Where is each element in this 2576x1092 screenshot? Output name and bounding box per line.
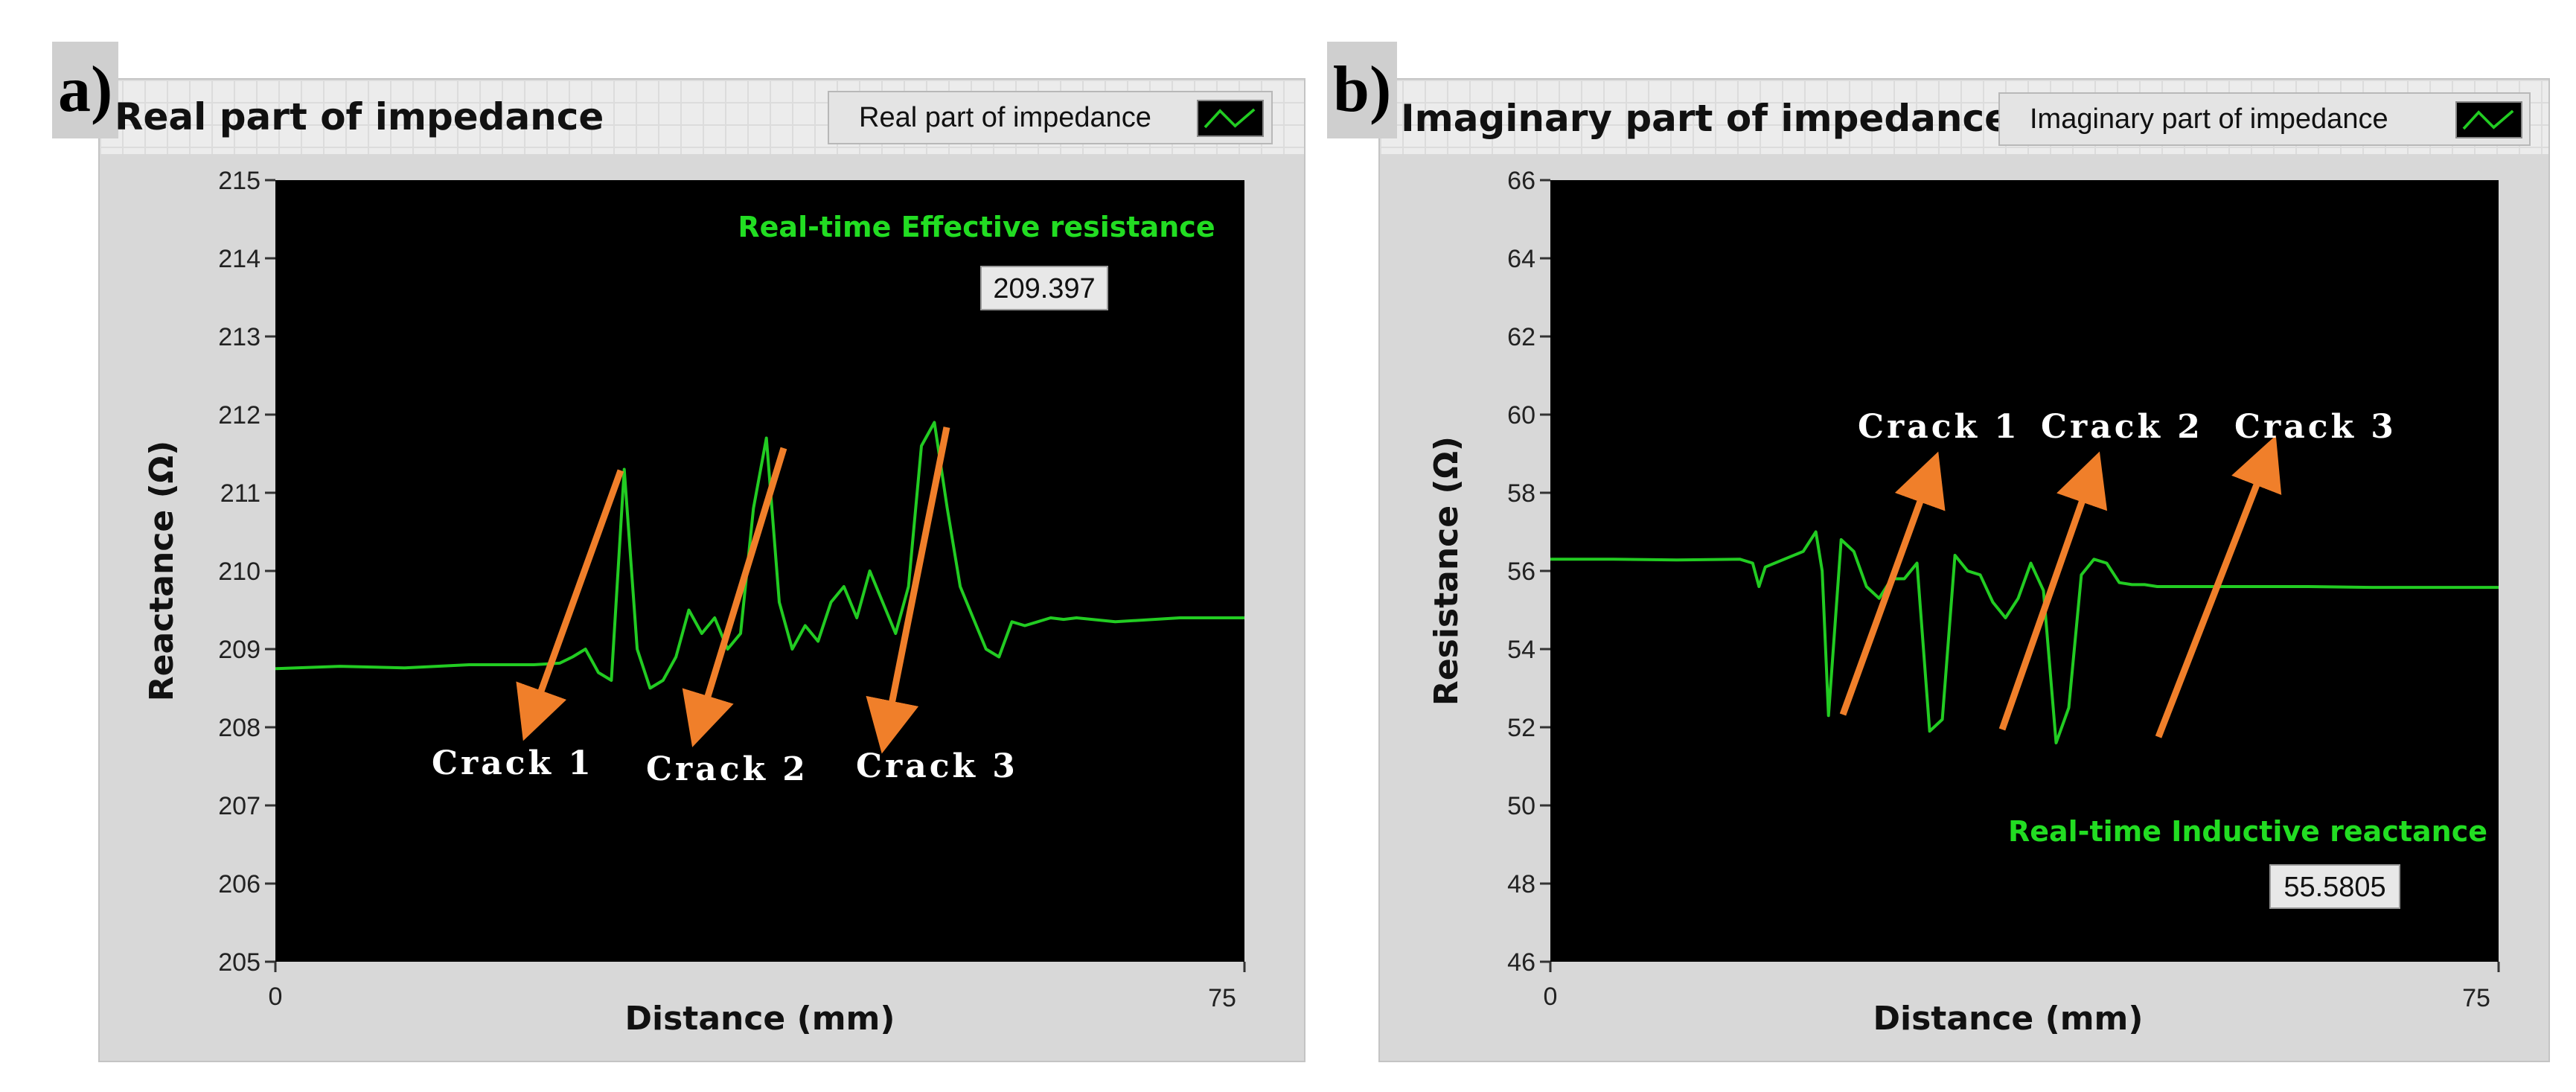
y-tick-label: 212 [218, 401, 261, 430]
y-tick-label: 205 [218, 948, 261, 977]
crack-arrow [516, 469, 624, 741]
y-tick-label: 206 [218, 870, 261, 898]
crack-label: Crack 3 [856, 747, 1018, 785]
crack-arrow [1839, 451, 1946, 716]
legend-swatch-imaginary [2455, 101, 2522, 138]
y-tick-label: 56 [1507, 558, 1535, 586]
y-tick-label: 48 [1507, 870, 1535, 898]
x-tick-label: 75 [2462, 984, 2490, 1012]
crack-arrow [1998, 451, 2108, 731]
legend-label-imaginary: Imaginary part of impedance [2030, 103, 2388, 135]
crack-label: Crack 1 [432, 744, 594, 782]
crack-label: Crack 1 [1858, 408, 2020, 446]
legend-real[interactable]: Real part of impedance [828, 91, 1273, 144]
x-tick-label: 0 [269, 983, 283, 1011]
graph-title-imaginary: Imaginary part of impedance [1401, 97, 2010, 140]
readout-box[interactable] [2269, 864, 2400, 909]
y-tick-label: 52 [1507, 714, 1535, 742]
x-axis-label: Distance (mm) [625, 1000, 895, 1038]
y-tick-label: 60 [1507, 401, 1535, 430]
y-tick-label: 46 [1507, 948, 1535, 977]
y-tick-label: 214 [218, 245, 261, 273]
legend-label-real: Real part of impedance [859, 102, 1151, 133]
series-line-real [275, 421, 1244, 690]
crack-arrow [2155, 435, 2282, 738]
x-tick-label: 75 [1208, 984, 1236, 1012]
plot-area-imaginary[interactable] [1550, 180, 2499, 962]
x-tick-label: 0 [1544, 983, 1558, 1011]
series-line-imaginary [1550, 530, 2499, 744]
y-tick-label: 64 [1507, 245, 1535, 273]
readout-value: 209.397 [993, 273, 1095, 304]
y-tick-label: 62 [1507, 323, 1535, 351]
crack-label: Crack 2 [646, 750, 808, 788]
y-tick-label: 208 [218, 714, 261, 742]
y-tick-label: 210 [218, 558, 261, 586]
y-tick-label: 66 [1507, 167, 1535, 195]
crack-label: Crack 3 [2234, 408, 2397, 446]
y-tick-label: 215 [218, 167, 261, 195]
y-tick-label: 50 [1507, 792, 1535, 820]
legend-swatch-real [1197, 100, 1264, 137]
realtime-annotation: Real-time Effective resistance [738, 211, 1215, 243]
crack-arrow [682, 447, 787, 747]
graph-title-real: Real part of impedance [115, 95, 604, 138]
panel-tag-b: b) [1327, 42, 1398, 138]
y-tick-label: 54 [1507, 636, 1535, 664]
y-axis-label: Reactance (Ω) [143, 441, 181, 701]
y-axis-label: Resistance (Ω) [1428, 436, 1466, 706]
panel-tag-a: a) [52, 42, 119, 138]
readout-box[interactable] [980, 266, 1108, 310]
crack-arrow [866, 427, 950, 754]
y-tick-label: 213 [218, 323, 261, 351]
legend-imaginary[interactable]: Imaginary part of impedance [1998, 92, 2531, 146]
crack-label: Crack 2 [2041, 408, 2203, 446]
readout-value: 55.5805 [2283, 872, 2385, 903]
y-tick-label: 207 [218, 792, 261, 820]
y-tick-label: 58 [1507, 479, 1535, 508]
y-tick-label: 209 [218, 636, 261, 664]
realtime-annotation: Real-time Inductive reactance [2008, 815, 2487, 848]
y-tick-label: 211 [220, 479, 261, 508]
x-axis-label: Distance (mm) [1873, 1000, 2144, 1038]
